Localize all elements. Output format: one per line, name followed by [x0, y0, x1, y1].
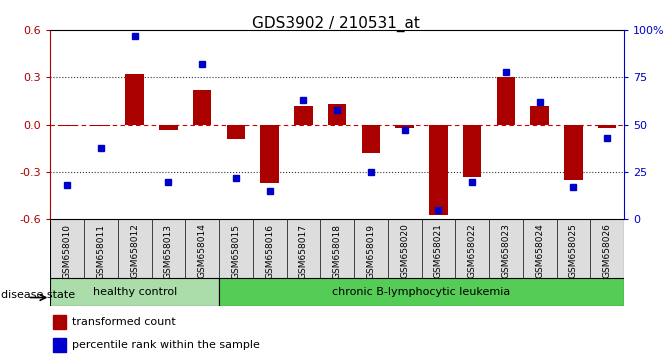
Text: GSM658026: GSM658026	[603, 224, 612, 279]
Bar	[463, 125, 482, 177]
Bar	[227, 125, 245, 139]
Bar	[125, 74, 144, 125]
Text: chronic B-lymphocytic leukemia: chronic B-lymphocytic leukemia	[332, 287, 511, 297]
Text: GSM658022: GSM658022	[468, 224, 476, 278]
Text: GSM658025: GSM658025	[569, 224, 578, 279]
Text: GSM658023: GSM658023	[501, 224, 511, 279]
Text: GSM658014: GSM658014	[198, 224, 207, 279]
Bar	[159, 125, 178, 130]
Text: healthy control: healthy control	[93, 287, 177, 297]
Bar	[58, 125, 76, 126]
Text: GSM658013: GSM658013	[164, 224, 173, 279]
Bar	[92, 125, 110, 126]
Bar	[193, 90, 211, 125]
Bar	[54, 315, 66, 329]
Bar	[362, 125, 380, 153]
Bar	[328, 104, 346, 125]
Bar	[598, 125, 617, 128]
Text: GSM658017: GSM658017	[299, 224, 308, 279]
Text: GSM658018: GSM658018	[333, 224, 342, 279]
Text: disease state: disease state	[1, 290, 75, 299]
Bar	[260, 125, 279, 183]
Text: GSM658019: GSM658019	[366, 224, 376, 279]
Text: GSM658015: GSM658015	[231, 224, 240, 279]
Bar	[564, 125, 582, 180]
Text: GSM658020: GSM658020	[400, 224, 409, 279]
Text: GDS3902 / 210531_at: GDS3902 / 210531_at	[252, 16, 419, 32]
Text: transformed count: transformed count	[72, 317, 176, 327]
Bar	[294, 106, 313, 125]
Text: GSM658024: GSM658024	[535, 224, 544, 278]
Bar	[219, 278, 624, 306]
Text: percentile rank within the sample: percentile rank within the sample	[72, 340, 260, 350]
Bar	[395, 125, 414, 128]
Text: GSM658010: GSM658010	[62, 224, 72, 279]
Text: GSM658016: GSM658016	[265, 224, 274, 279]
Bar	[530, 106, 549, 125]
Text: GSM658011: GSM658011	[97, 224, 105, 279]
Bar	[54, 338, 66, 352]
Bar	[497, 78, 515, 125]
Bar	[429, 125, 448, 215]
Text: GSM658012: GSM658012	[130, 224, 139, 279]
Bar	[50, 278, 219, 306]
Text: GSM658021: GSM658021	[434, 224, 443, 279]
